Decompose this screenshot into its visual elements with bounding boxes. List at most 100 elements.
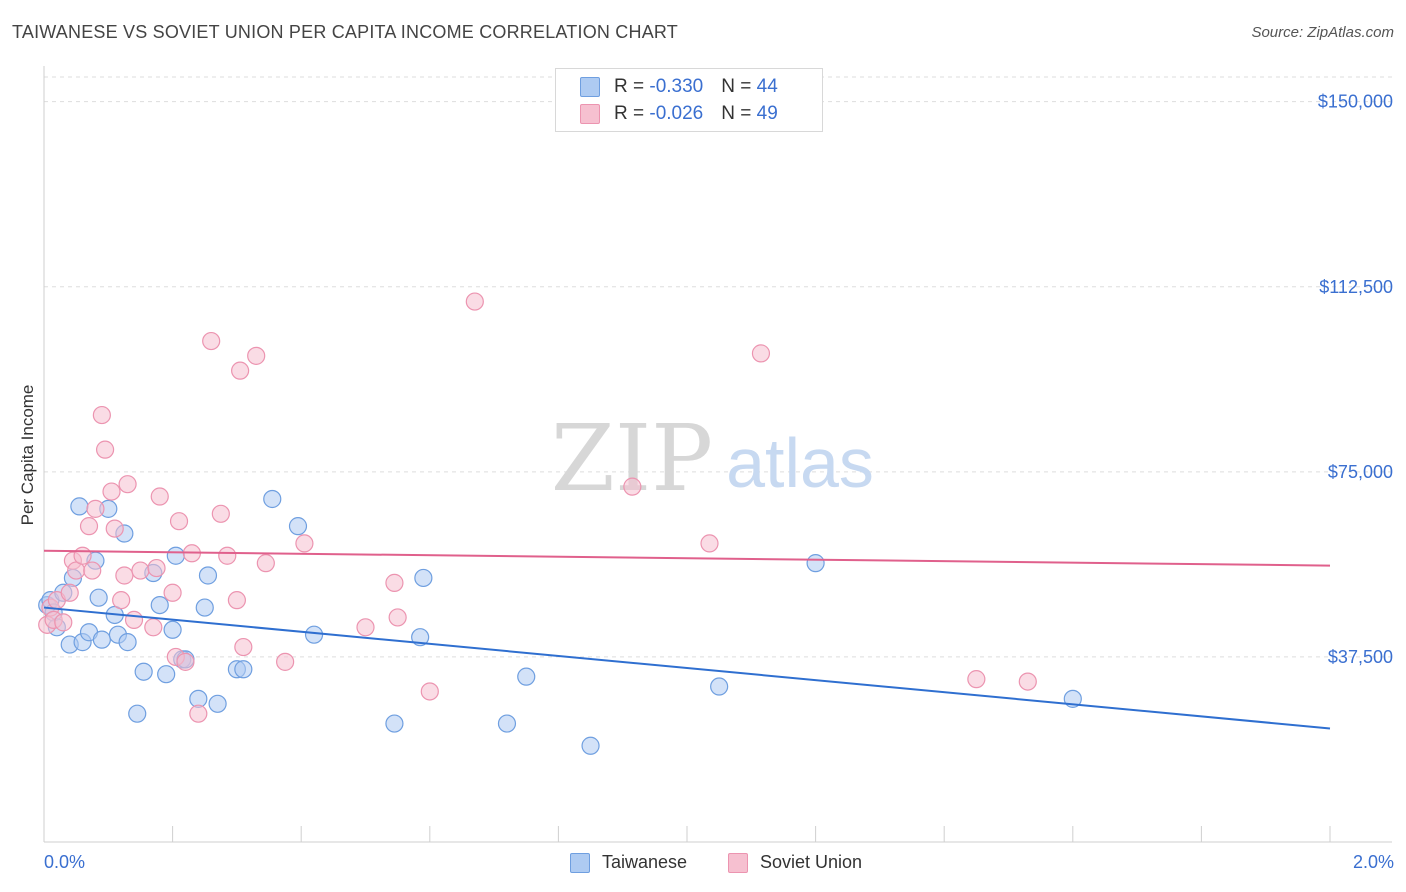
taiwanese-point xyxy=(163,620,182,639)
legend-item-taiwanese[interactable]: Taiwanese xyxy=(570,852,687,873)
ytick-labels: $37,500 $75,000 $112,500 $150,000 xyxy=(1318,92,1393,667)
soviet-union-point xyxy=(465,292,484,311)
y-tick-label: $37,500 xyxy=(1328,647,1393,667)
soviet-union-point xyxy=(150,487,169,506)
soviet-union-point xyxy=(102,482,121,501)
soviet-union-point xyxy=(256,554,275,573)
taiwanese-point xyxy=(150,595,169,615)
points-layer xyxy=(38,292,1082,755)
soviet-union-point xyxy=(105,519,124,538)
taiwanese-trend-line xyxy=(43,606,1331,730)
x-tick-label-min: 0.0% xyxy=(44,852,86,872)
soviet-union-point xyxy=(54,613,73,632)
taiwanese-point xyxy=(263,489,282,509)
chart-title: TAIWANESE VS SOVIET UNION PER CAPITA INC… xyxy=(12,22,678,42)
taiwanese-swatch xyxy=(580,77,600,97)
soviet-union-point xyxy=(751,344,771,363)
soviet-union-point xyxy=(73,546,92,565)
y-tick-label: $75,000 xyxy=(1328,462,1393,482)
soviet-union-point xyxy=(276,652,295,671)
taiwanese-swatch xyxy=(570,852,590,873)
legend-row-soviet-union: R = -0.026 N = 49 xyxy=(580,102,778,126)
soviet-union-point xyxy=(623,477,642,496)
taiwanese-point xyxy=(517,667,536,686)
watermark: ZIP atlas xyxy=(551,405,874,512)
legend-item-soviet-union[interactable]: Soviet Union xyxy=(728,852,862,873)
legend-label-soviet-union: Soviet Union xyxy=(760,852,863,872)
soviet-union-point xyxy=(202,331,221,351)
y-axis-title: Per Capita Income xyxy=(18,384,37,526)
n-value: 49 xyxy=(756,103,778,124)
soviet-union-point xyxy=(131,561,150,580)
soviet-union-point xyxy=(356,618,375,637)
correlation-legend: R = -0.330 N = 44 R = -0.026 N = 49 xyxy=(555,68,823,132)
taiwanese-point xyxy=(497,714,517,733)
taiwanese-point xyxy=(581,736,600,755)
taiwanese-point xyxy=(710,677,729,696)
y-tick-label: $150,000 xyxy=(1318,92,1393,112)
taiwanese-point xyxy=(118,633,137,652)
soviet-union-point xyxy=(83,561,102,580)
y-tick-label: $112,500 xyxy=(1319,277,1393,297)
taiwanese-point xyxy=(89,588,108,607)
soviet-union-point xyxy=(95,440,115,459)
taiwanese-point xyxy=(134,662,153,681)
x-tick-label-max: 2.0% xyxy=(1352,852,1394,872)
n-label: N = xyxy=(721,103,757,124)
soviet-union-point xyxy=(234,637,253,657)
taiwanese-point xyxy=(414,568,433,588)
soviet-union-point xyxy=(388,608,407,627)
soviet-union-point xyxy=(176,652,195,671)
legend-row-taiwanese: R = -0.330 N = 44 xyxy=(580,75,778,99)
soviet-union-point xyxy=(218,546,237,565)
legend-label-taiwanese: Taiwanese xyxy=(602,852,688,872)
taiwanese-point xyxy=(304,625,324,644)
soviet-union-point xyxy=(295,534,314,553)
soviet-union-point xyxy=(420,682,439,701)
soviet-union-point xyxy=(247,346,266,365)
r-value: -0.330 xyxy=(649,76,704,97)
taiwanese-point xyxy=(157,665,176,684)
soviet-union-point xyxy=(163,583,182,602)
taiwanese-point xyxy=(208,694,227,713)
series-legend: Taiwanese Soviet Union xyxy=(0,852,1406,878)
taiwanese-point xyxy=(92,630,111,649)
soviet-union-point xyxy=(144,618,163,637)
taiwanese-point xyxy=(411,628,430,647)
r-label: R = xyxy=(614,76,650,97)
soviet-union-point xyxy=(92,405,111,425)
taiwanese-point xyxy=(288,517,308,536)
n-value: 44 xyxy=(756,76,778,97)
watermark-atlas: atlas xyxy=(726,424,874,502)
soviet-union-point xyxy=(227,591,246,610)
soviet-union-point xyxy=(700,534,719,553)
soviet-union-point xyxy=(231,361,250,380)
r-value: -0.026 xyxy=(649,103,704,124)
soviet-union-swatch xyxy=(580,104,600,124)
n-label: N = xyxy=(721,76,757,97)
soviet-union-point xyxy=(967,670,986,689)
axis-layer xyxy=(43,66,1392,843)
soviet-union-point xyxy=(112,591,131,610)
taiwanese-point xyxy=(806,554,825,573)
soviet-union-point xyxy=(118,475,137,494)
taiwanese-point xyxy=(195,598,214,617)
watermark-zip: ZIP xyxy=(551,405,713,512)
soviet-union-point xyxy=(147,558,166,578)
soviet-union-point xyxy=(211,504,230,523)
soviet-union-point xyxy=(169,512,189,531)
soviet-union-point xyxy=(86,499,105,518)
soviet-union-trend-line xyxy=(43,549,1331,567)
taiwanese-point xyxy=(128,704,147,723)
trend-layer xyxy=(43,549,1331,730)
taiwanese-point xyxy=(385,714,404,733)
soviet-union-point xyxy=(189,704,208,723)
taiwanese-point xyxy=(234,660,253,679)
soviet-union-point xyxy=(124,610,144,630)
soviet-union-point xyxy=(1018,672,1037,691)
soviet-union-swatch xyxy=(728,852,748,873)
taiwanese-point xyxy=(70,497,89,516)
taiwanese-point xyxy=(198,566,218,585)
source-label: Source: ZipAtlas.com xyxy=(1251,24,1394,41)
